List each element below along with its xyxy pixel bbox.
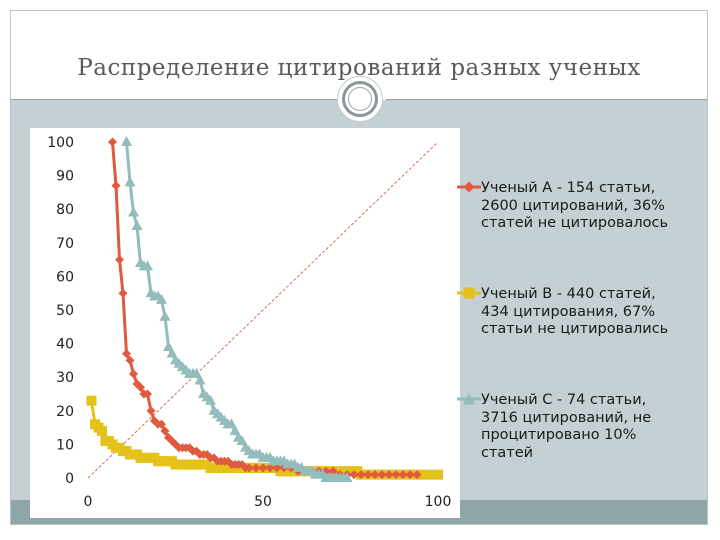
data-point-diamond xyxy=(258,463,268,473)
data-point-diamond xyxy=(272,463,282,473)
data-point-diamond xyxy=(122,349,131,359)
data-point-triangle xyxy=(205,394,216,405)
y-tick-label: 20 xyxy=(56,404,74,420)
data-point-diamond xyxy=(115,255,124,265)
legend-triangle-icon xyxy=(457,393,481,405)
y-tick-label: 10 xyxy=(56,437,74,453)
y-tick-label: 80 xyxy=(56,202,74,218)
circle-emblem-icon xyxy=(337,76,383,122)
data-point-triangle xyxy=(166,347,178,358)
data-point-triangle xyxy=(121,136,132,146)
citation-chart: 0 10 20 30 40 50 60 70 80 90 100 0 50 100 xyxy=(47,135,452,510)
legend-label-series-b: Ученый В - 440 статей, 434 цитирования, … xyxy=(481,286,669,337)
chart-area: 0 10 20 30 40 50 60 70 80 90 100 0 50 100 xyxy=(30,128,460,518)
y-tick-label: 30 xyxy=(56,370,74,386)
legend-square-icon xyxy=(457,287,481,299)
data-point-triangle xyxy=(236,435,248,446)
data-point-diamond xyxy=(370,470,380,480)
data-point-diamond xyxy=(363,470,373,480)
data-point-diamond xyxy=(136,382,145,392)
legend-label-series-c: Ученый С - 74 статьи, 3716 цитирований, … xyxy=(481,392,652,461)
data-point-triangle xyxy=(229,424,241,435)
data-point-diamond xyxy=(129,369,138,379)
data-point-triangle xyxy=(131,220,143,230)
data-point-diamond xyxy=(143,389,152,399)
legend-label-series-a: Ученый А - 154 статьи, 2600 цитирований,… xyxy=(481,180,669,231)
reference-diagonal-line xyxy=(87,141,439,479)
data-point-diamond xyxy=(118,288,128,298)
title-divider-right xyxy=(386,99,707,100)
data-point-triangle xyxy=(156,293,167,304)
data-point-triangle xyxy=(191,367,202,378)
data-point-diamond xyxy=(108,137,117,147)
data-point-square xyxy=(419,469,429,480)
slide-frame xyxy=(10,10,708,525)
y-tick-label: 40 xyxy=(56,337,74,353)
data-point-triangle xyxy=(194,374,206,385)
y-tick-label: 100 xyxy=(47,135,74,151)
x-tick-label: 100 xyxy=(425,494,452,510)
data-point-diamond xyxy=(398,470,408,480)
data-point-triangle xyxy=(341,472,353,482)
y-tick-label: 70 xyxy=(56,236,74,252)
data-point-diamond xyxy=(265,463,275,473)
data-point-diamond xyxy=(160,426,170,436)
data-point-diamond xyxy=(157,419,166,429)
x-tick-label: 50 xyxy=(254,494,272,510)
data-point-diamond xyxy=(356,470,366,480)
data-point-diamond xyxy=(111,181,121,191)
chart-legend: Ученый А - 154 статьи, 2600 цитирований,… xyxy=(456,176,688,476)
data-point-diamond xyxy=(146,406,156,416)
data-point-square xyxy=(97,425,107,436)
data-point-square xyxy=(433,469,443,480)
data-point-diamond xyxy=(391,470,401,480)
legend-diamond-icon xyxy=(457,181,481,193)
data-point-diamond xyxy=(132,379,142,389)
y-tick-label: 60 xyxy=(56,269,74,285)
data-point-triangle xyxy=(159,310,171,321)
data-point-square xyxy=(426,469,436,480)
data-point-square xyxy=(86,395,97,406)
data-point-diamond xyxy=(412,470,422,480)
data-point-diamond xyxy=(377,470,387,480)
data-point-triangle xyxy=(142,260,153,271)
y-tick-label: 50 xyxy=(56,303,74,319)
data-point-diamond xyxy=(328,466,338,476)
data-point-diamond xyxy=(349,470,359,480)
data-point-diamond xyxy=(384,470,394,480)
y-tick-label: 90 xyxy=(56,169,74,185)
x-tick-label: 0 xyxy=(84,494,93,510)
data-point-diamond xyxy=(405,470,415,480)
data-point-diamond xyxy=(244,463,254,473)
data-point-triangle xyxy=(226,418,237,429)
title-divider-left xyxy=(11,99,337,100)
data-point-triangle xyxy=(124,176,136,187)
y-tick-label: 0 xyxy=(65,471,74,487)
data-point-triangle xyxy=(163,340,174,351)
data-point-diamond xyxy=(125,355,135,365)
data-point-diamond xyxy=(251,463,261,473)
series-line-triangle xyxy=(125,141,347,480)
data-point-triangle xyxy=(128,206,139,217)
